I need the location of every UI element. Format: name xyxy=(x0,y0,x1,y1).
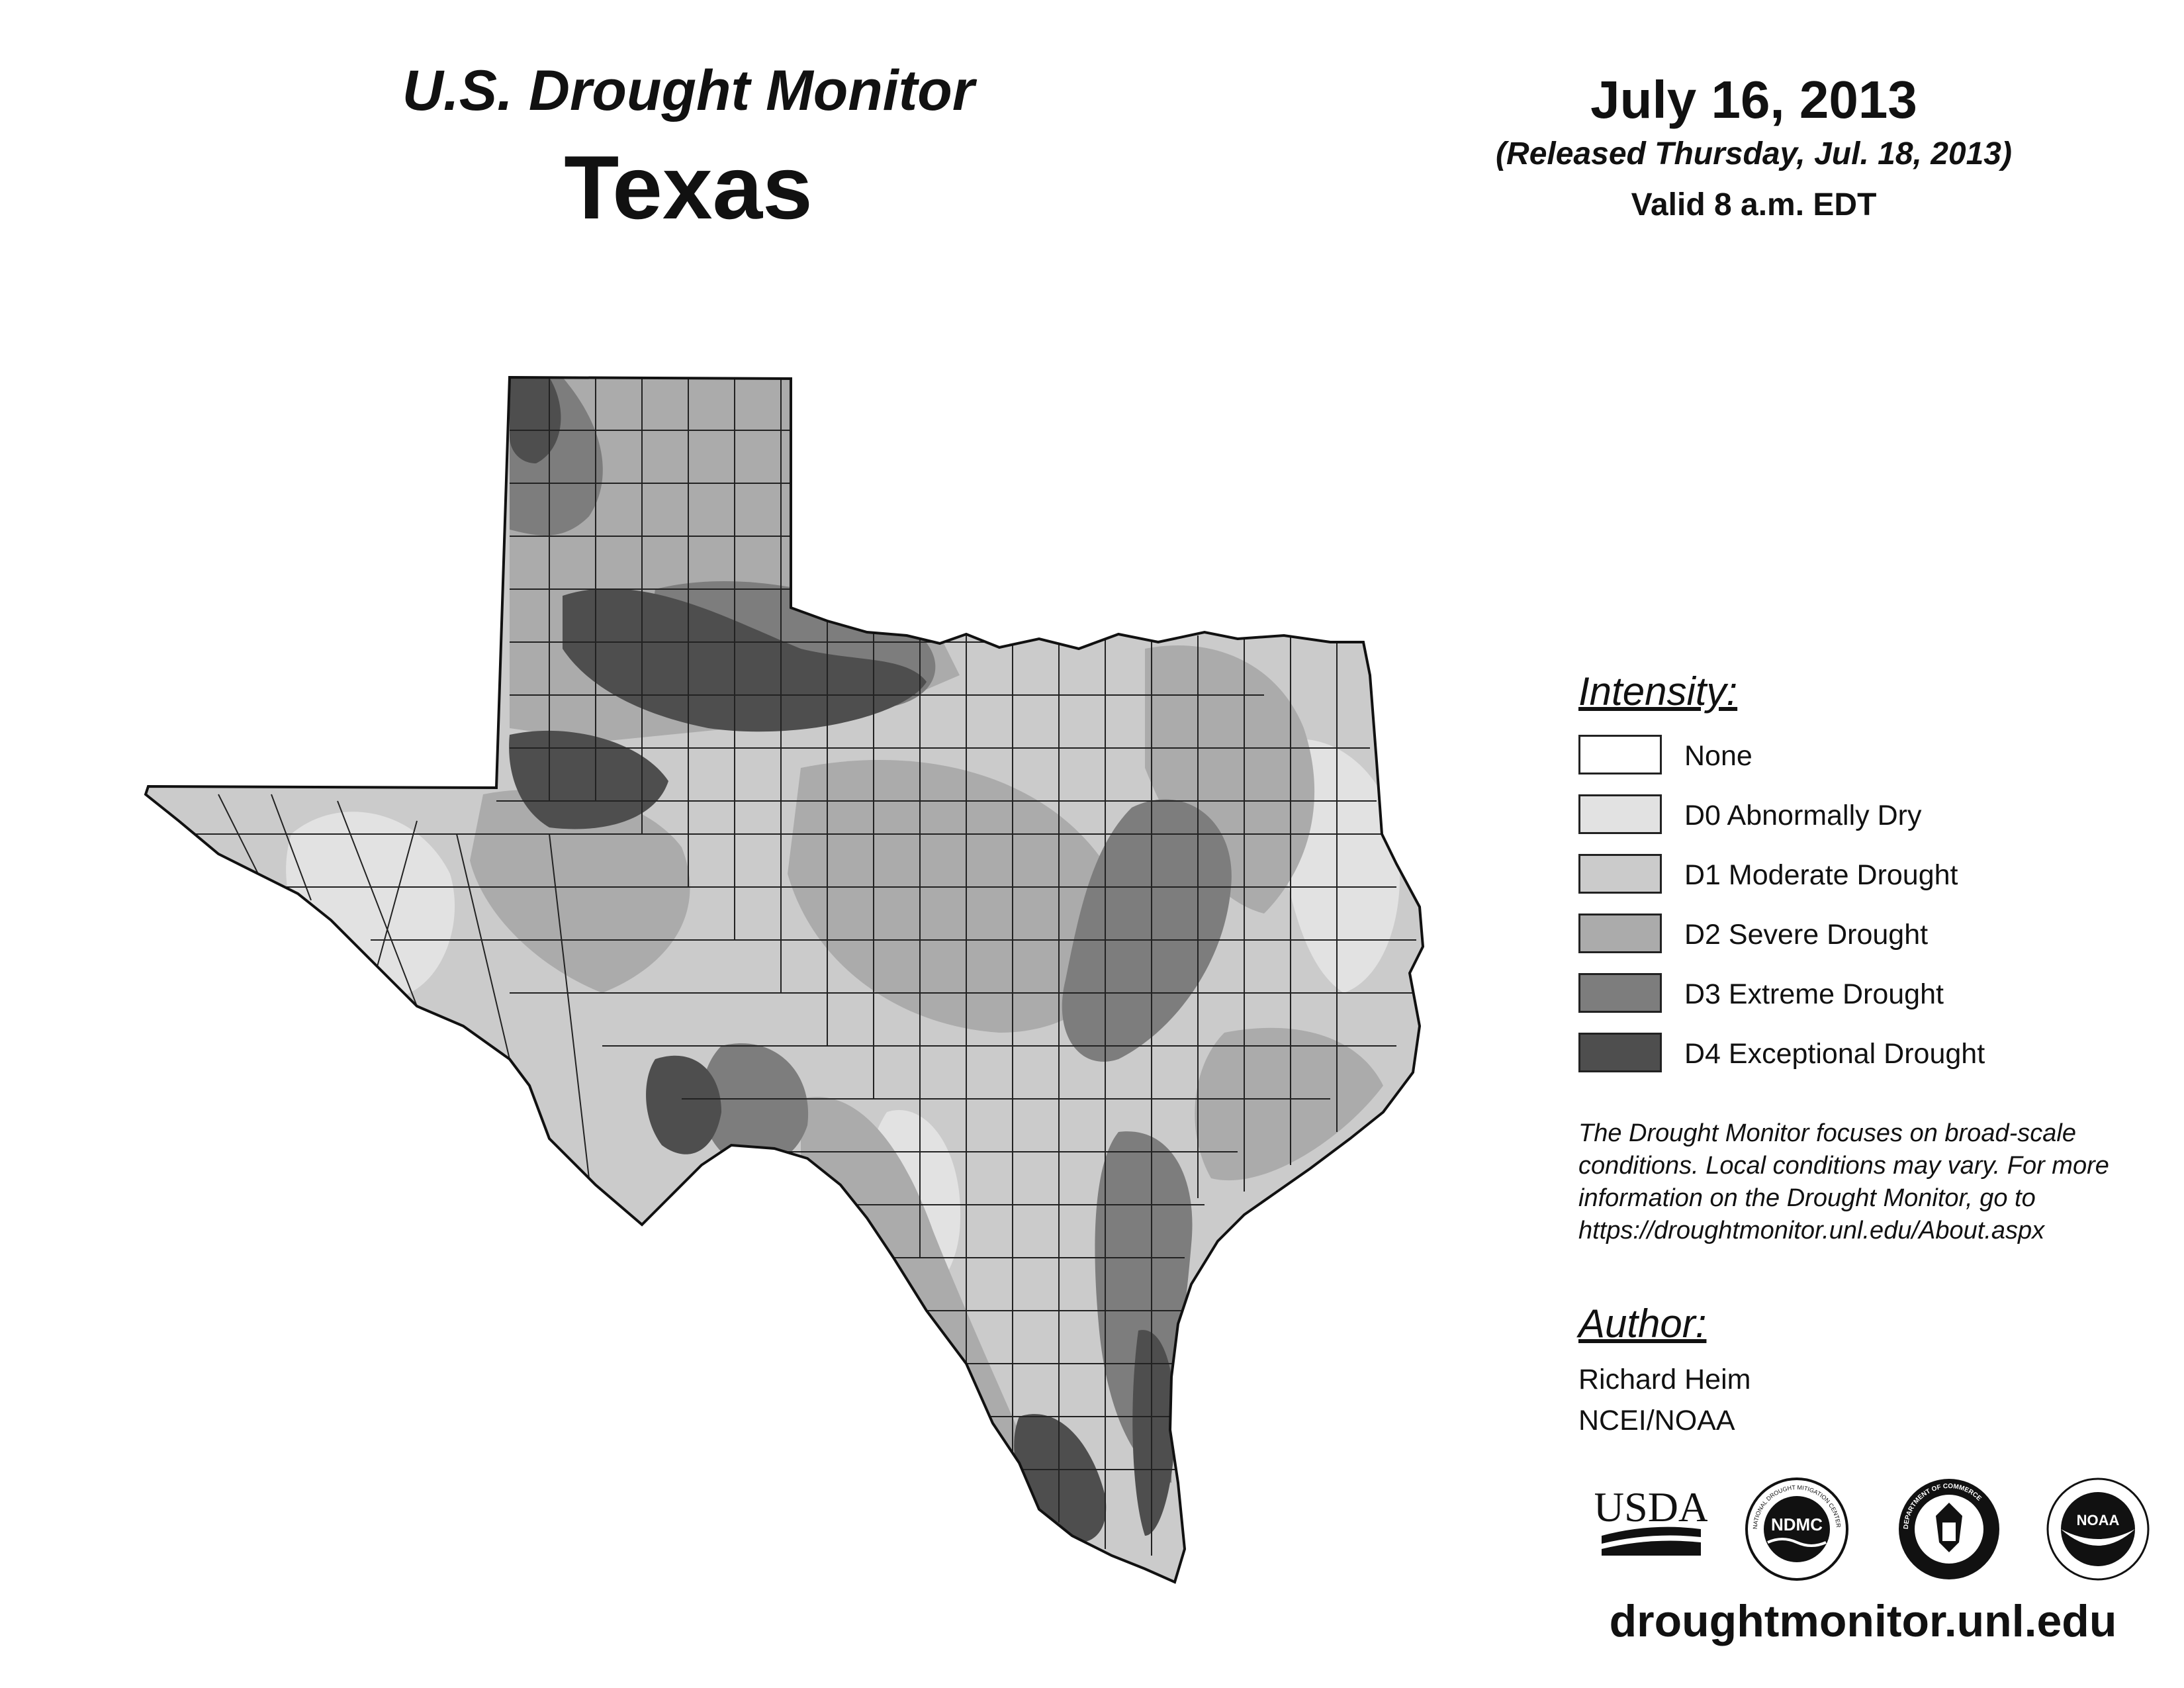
legend-label: D0 Abnormally Dry xyxy=(1684,800,1922,831)
legend-swatch xyxy=(1578,1033,1662,1072)
state-border xyxy=(144,375,1425,1584)
d2-area-south xyxy=(801,1096,1052,1509)
legend-swatch xyxy=(1578,973,1662,1013)
legend-item-d3: D3 Extreme Drought xyxy=(1578,973,2108,1015)
legend-label: D1 Moderate Drought xyxy=(1684,859,1958,891)
commerce-logo: DEPARTMENT OF COMMERCE xyxy=(1896,1476,2002,1585)
map-date: July 16, 2013 xyxy=(1590,70,1917,129)
d3-area-central-texas xyxy=(1062,799,1232,1062)
legend-title: Intensity: xyxy=(1578,669,1738,714)
legend-swatch xyxy=(1578,854,1662,894)
valid-time: Valid 8 a.m. EDT xyxy=(1631,187,1877,222)
d3-area-west xyxy=(702,1043,809,1166)
legend-label: None xyxy=(1684,740,1752,772)
release-date: (Released Thursday, Jul. 18, 2013) xyxy=(1496,136,2012,171)
map-title: U.S. Drought Monitor xyxy=(402,59,975,122)
d4-area-south-plains xyxy=(563,588,927,732)
d4-area-coast xyxy=(1132,1330,1175,1536)
d2-area-trans-pecos xyxy=(470,789,690,993)
legend-swatch xyxy=(1578,794,1662,834)
d4-area-edwards xyxy=(646,1055,721,1154)
d4-area-panhandle-north xyxy=(510,377,561,463)
legend-swatch xyxy=(1578,735,1662,774)
legend-item-d1: D1 Moderate Drought xyxy=(1578,854,2108,896)
legend-item-d4: D4 Exceptional Drought xyxy=(1578,1033,2108,1075)
texas-drought-map xyxy=(139,371,1463,1615)
disclaimer-note: The Drought Monitor focuses on broad-sca… xyxy=(1578,1117,2161,1247)
author-org: NCEI/NOAA xyxy=(1578,1405,1735,1436)
d2-area-gulf xyxy=(1195,1027,1383,1181)
legend-item-d2: D2 Severe Drought xyxy=(1578,914,2108,956)
usda-logo-text: USDA xyxy=(1595,1483,1707,1530)
legend-item-d0: D0 Abnormally Dry xyxy=(1578,794,2108,837)
noaa-logo-text: NOAA xyxy=(2077,1512,2120,1528)
usda-logo: USDA xyxy=(1594,1476,1709,1566)
author-name: Richard Heim xyxy=(1578,1364,1751,1395)
legend-swatch xyxy=(1578,914,1662,953)
author-title: Author: xyxy=(1578,1301,1707,1346)
d2-area-central xyxy=(788,760,1126,1033)
note-line: The Drought Monitor focuses on broad-sca… xyxy=(1578,1119,2076,1147)
legend-item-none: None xyxy=(1578,735,2108,777)
note-link[interactable]: https://droughtmonitor.unl.edu/About.asp… xyxy=(1578,1217,2045,1244)
county-boundaries xyxy=(148,377,1416,1556)
noaa-logo: NOAA xyxy=(2045,1476,2151,1585)
note-line: information on the Drought Monitor, go t… xyxy=(1578,1184,2036,1212)
ndmc-logo-text: NDMC xyxy=(1771,1515,1823,1534)
ndmc-logo: NATIONAL DROUGHT MITIGATION CENTER NDMC xyxy=(1744,1476,1850,1585)
note-line: conditions. Local conditions may vary. F… xyxy=(1578,1152,2109,1180)
legend-label: D2 Severe Drought xyxy=(1684,919,1929,951)
state-name: Texas xyxy=(564,137,813,238)
legend-label: D3 Extreme Drought xyxy=(1684,978,1944,1010)
legend-label: D4 Exceptional Drought xyxy=(1684,1038,1985,1070)
website-link[interactable]: droughtmonitor.unl.edu xyxy=(1609,1596,2117,1646)
